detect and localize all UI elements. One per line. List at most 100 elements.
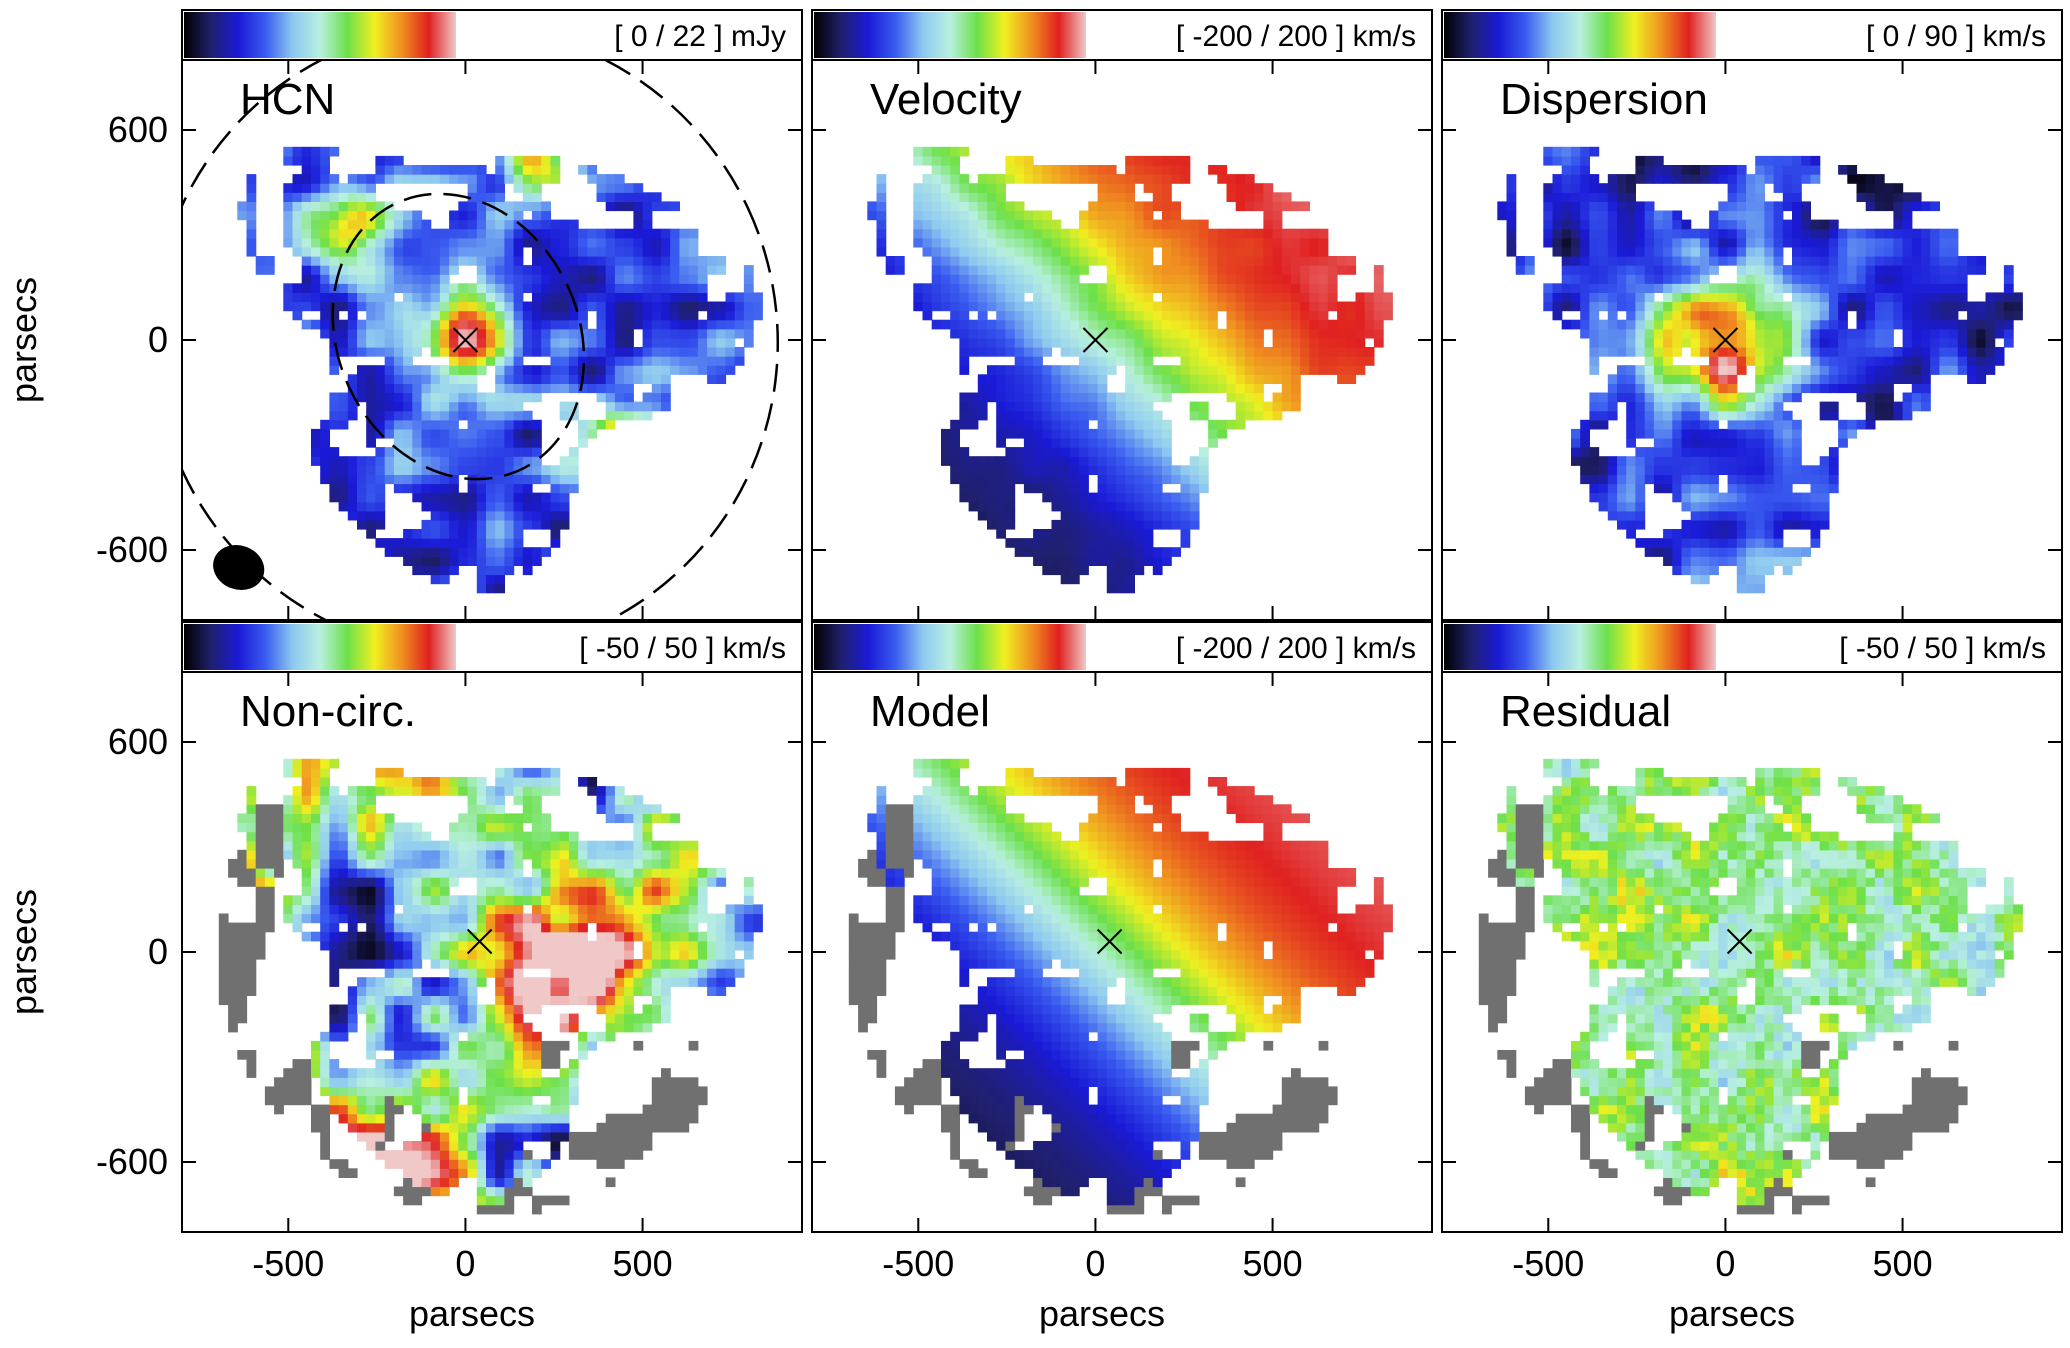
heatmap-cell bbox=[977, 456, 988, 466]
heatmap-cell bbox=[1263, 192, 1274, 202]
heatmap-cell bbox=[1079, 210, 1089, 221]
heatmap-cell bbox=[1773, 165, 1784, 175]
heatmap-cell bbox=[320, 858, 330, 869]
heatmap-cell bbox=[1810, 538, 1821, 548]
heatmap-cell bbox=[670, 319, 680, 330]
heatmap-cell bbox=[532, 365, 542, 375]
heatmap-cell bbox=[403, 1022, 413, 1033]
heatmap-cell bbox=[357, 868, 367, 878]
heatmap-cell bbox=[1967, 337, 1977, 348]
heatmap-cell bbox=[1235, 374, 1246, 384]
heatmap-cell bbox=[357, 804, 367, 814]
heatmap-cell bbox=[977, 383, 988, 394]
heatmap-cell bbox=[495, 401, 505, 412]
heatmap-cell bbox=[338, 858, 349, 869]
heatmap-cell bbox=[1327, 319, 1338, 330]
heatmap-cell bbox=[1865, 183, 1876, 193]
heatmap-cell bbox=[1699, 246, 1710, 257]
heatmap-cell bbox=[430, 547, 441, 557]
heatmap-cell bbox=[959, 492, 970, 503]
heatmap-cell bbox=[283, 849, 294, 860]
heatmap-cell bbox=[1162, 383, 1172, 394]
heatmap-cell bbox=[1893, 219, 1904, 230]
heatmap-cell bbox=[1217, 337, 1228, 348]
heatmap-cell bbox=[661, 356, 671, 366]
heatmap-cell bbox=[1607, 328, 1618, 339]
heatmap-cell bbox=[1152, 519, 1163, 530]
heatmap-cell bbox=[1580, 265, 1590, 275]
heatmap-cell bbox=[968, 256, 979, 266]
heatmap-cell bbox=[412, 310, 423, 321]
heatmap-cell bbox=[1152, 192, 1163, 202]
heatmap-cell bbox=[255, 265, 266, 275]
center-cross-marker bbox=[1082, 327, 1109, 353]
heatmap-cell bbox=[1746, 192, 1756, 202]
heatmap-cell bbox=[1198, 347, 1209, 357]
heatmap-cell bbox=[338, 931, 349, 942]
heatmap-cell bbox=[1810, 356, 1821, 366]
heatmap-cell bbox=[941, 192, 951, 202]
heatmap-cell bbox=[1801, 283, 1811, 293]
heatmap-cell bbox=[1005, 456, 1016, 466]
heatmap-cell bbox=[347, 347, 358, 357]
heatmap-cell bbox=[412, 210, 423, 221]
heatmap-cell bbox=[987, 465, 997, 475]
heatmap-cell bbox=[624, 292, 634, 303]
heatmap-cell bbox=[264, 922, 275, 933]
heatmap-cell bbox=[347, 913, 358, 924]
heatmap-cell bbox=[1653, 283, 1664, 293]
heatmap-cell bbox=[532, 183, 542, 193]
heatmap-cell bbox=[679, 246, 690, 257]
heatmap-cell bbox=[384, 886, 395, 896]
heatmap-cell bbox=[679, 283, 690, 293]
heatmap-cell bbox=[688, 310, 699, 321]
heatmap-cell bbox=[1226, 246, 1237, 257]
heatmap-cell bbox=[1699, 419, 1710, 430]
heatmap-cell bbox=[1976, 337, 1987, 348]
heatmap-cell bbox=[950, 319, 960, 330]
heatmap-cell bbox=[1198, 219, 1209, 230]
heatmap-cell bbox=[476, 265, 487, 275]
heatmap-cell bbox=[338, 256, 349, 266]
heatmap-cell bbox=[1134, 165, 1145, 175]
heatmap-cell bbox=[1134, 447, 1145, 457]
heatmap-cell bbox=[1865, 274, 1876, 284]
heatmap-cell bbox=[541, 174, 551, 184]
heatmap-cell bbox=[1921, 301, 1931, 312]
heatmap-cell bbox=[661, 246, 671, 257]
heatmap-cell bbox=[218, 977, 229, 987]
heatmap-cell bbox=[1782, 274, 1793, 284]
heatmap-cell bbox=[1819, 365, 1830, 375]
heatmap-cell bbox=[1051, 310, 1062, 321]
heatmap-cell bbox=[1589, 447, 1600, 457]
heatmap-cell bbox=[1097, 228, 1108, 239]
heatmap-cell bbox=[329, 949, 340, 960]
heatmap-cell bbox=[651, 401, 662, 412]
heatmap-cell bbox=[375, 319, 386, 330]
heatmap-cell bbox=[237, 949, 248, 960]
heatmap-cell bbox=[329, 265, 340, 275]
heatmap-cell bbox=[1709, 419, 1719, 430]
heatmap-cell bbox=[384, 1004, 395, 1015]
heatmap-cell bbox=[292, 831, 303, 842]
heatmap-cell bbox=[1644, 165, 1655, 175]
heatmap-cell bbox=[1060, 401, 1071, 412]
heatmap-cell bbox=[1069, 483, 1080, 494]
heatmap-cell bbox=[1125, 519, 1135, 530]
heatmap-cell bbox=[1235, 419, 1246, 430]
heatmap-cell bbox=[1143, 447, 1154, 457]
heatmap-cell bbox=[1235, 401, 1246, 412]
heatmap-cell bbox=[384, 986, 395, 996]
heatmap-cell bbox=[430, 519, 441, 530]
heatmap-cell bbox=[1042, 210, 1053, 221]
heatmap-cell bbox=[1810, 519, 1821, 530]
heatmap-cell bbox=[1097, 501, 1108, 512]
heatmap-cell bbox=[642, 319, 653, 330]
heatmap-cell bbox=[357, 1004, 367, 1015]
heatmap-cell bbox=[329, 904, 340, 915]
heatmap-cell bbox=[697, 328, 708, 339]
heatmap-cell bbox=[357, 219, 367, 230]
heatmap-cell bbox=[1088, 201, 1099, 212]
heatmap-cell bbox=[1792, 283, 1802, 293]
heatmap-cell bbox=[614, 228, 625, 239]
